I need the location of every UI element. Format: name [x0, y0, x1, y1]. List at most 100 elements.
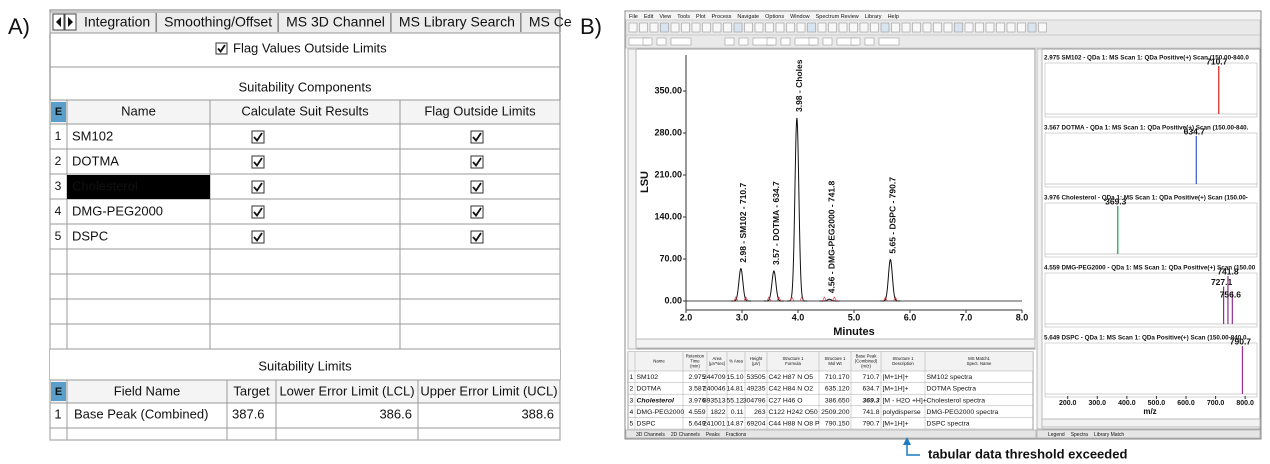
toolbar-button[interactable] — [1027, 22, 1037, 33]
menu-item[interactable]: Navigate — [737, 14, 759, 20]
menu-bar — [626, 12, 1260, 20]
tab[interactable]: Integration — [84, 14, 150, 30]
toolbar — [625, 34, 1261, 49]
toolbar-button[interactable] — [891, 22, 900, 33]
toolbar-button[interactable] — [775, 22, 785, 33]
bottom-tab[interactable]: Peaks — [706, 432, 720, 438]
section-title: Suitability Limits — [258, 358, 352, 373]
menu-item[interactable]: File — [629, 14, 638, 20]
menu-item[interactable]: Spectrum Review — [816, 14, 859, 20]
toolbar-button[interactable] — [712, 22, 722, 33]
toolbar-button[interactable] — [786, 22, 795, 33]
toolbar-button[interactable] — [639, 22, 648, 33]
scrollbar[interactable] — [1041, 418, 1261, 428]
menu-item[interactable]: View — [659, 14, 671, 20]
tab[interactable]: MS Ce — [529, 14, 572, 30]
scrollbar[interactable] — [627, 48, 637, 350]
toolbar-button[interactable] — [943, 22, 953, 33]
toolbar-field[interactable] — [724, 37, 735, 46]
checkbox[interactable] — [251, 230, 265, 244]
toolbar-button[interactable] — [1017, 22, 1026, 33]
tab[interactable]: MS Library Search — [399, 14, 515, 30]
menu-item[interactable]: Plot — [696, 14, 706, 20]
column-header: Field Name — [114, 383, 180, 398]
toolbar-button[interactable] — [660, 22, 669, 33]
toolbar-button[interactable] — [954, 22, 963, 33]
checkbox[interactable] — [215, 42, 228, 55]
toolbar-field[interactable] — [864, 37, 875, 46]
toolbar-field[interactable] — [642, 37, 653, 46]
bottom-tab[interactable]: Fractions — [726, 432, 747, 438]
checkbox[interactable] — [470, 230, 484, 244]
spectra-tab[interactable]: Library Match — [1094, 432, 1125, 438]
toolbar-button[interactable] — [975, 22, 984, 33]
toolbar-button[interactable] — [870, 22, 879, 33]
toolbar-button[interactable] — [922, 22, 932, 33]
toolbar-field[interactable] — [808, 37, 819, 46]
toolbar-button[interactable] — [765, 22, 774, 33]
toolbar-button[interactable] — [985, 22, 995, 33]
toolbar-button[interactable] — [628, 22, 638, 33]
checkbox[interactable] — [251, 180, 265, 194]
tab[interactable]: MS 3D Channel — [286, 14, 385, 30]
toolbar-field[interactable] — [766, 37, 777, 46]
checkbox[interactable] — [470, 155, 484, 169]
toolbar-button[interactable] — [723, 22, 732, 33]
menu-item[interactable]: Edit — [644, 14, 654, 20]
spectra-tab[interactable]: Legend — [1048, 432, 1065, 438]
toolbar-button[interactable] — [901, 22, 911, 33]
spectra-tab[interactable]: Spectra — [1071, 432, 1088, 438]
toolbar-button[interactable] — [828, 22, 837, 33]
toolbar-button[interactable] — [880, 22, 890, 33]
toolbar-field[interactable] — [822, 37, 833, 46]
toolbar-button[interactable] — [733, 22, 743, 33]
toolbar-button[interactable] — [754, 22, 764, 33]
bottom-tab[interactable]: 3D Channels — [636, 432, 665, 438]
checkbox[interactable] — [470, 130, 484, 144]
toolbar-button[interactable] — [702, 22, 711, 33]
toolbar-button[interactable] — [807, 22, 816, 33]
toolbar-button[interactable] — [1006, 22, 1016, 33]
toolbar-button[interactable] — [744, 22, 753, 33]
toolbar-button[interactable] — [796, 22, 806, 33]
scrollbar[interactable] — [635, 338, 1036, 349]
menu-item[interactable]: Options — [765, 14, 784, 20]
menu-item[interactable]: Window — [790, 14, 810, 20]
checkbox[interactable] — [251, 155, 265, 169]
menu-item[interactable]: Process — [712, 14, 732, 20]
toolbar-field[interactable] — [878, 37, 900, 46]
table-cell: 1822 — [710, 409, 725, 416]
menu-item[interactable]: Help — [888, 14, 899, 20]
icon: E — [55, 106, 62, 118]
toolbar-button[interactable] — [838, 22, 848, 33]
toolbar-button[interactable] — [817, 22, 827, 33]
scrollbar[interactable] — [1036, 48, 1043, 430]
toolbar-field[interactable] — [780, 37, 791, 46]
toolbar-field[interactable] — [738, 37, 749, 46]
menu-item[interactable]: Tools — [677, 14, 690, 20]
toolbar-field[interactable] — [670, 37, 692, 46]
toolbar-button[interactable] — [681, 22, 690, 33]
toolbar-button[interactable] — [691, 22, 701, 33]
checkbox[interactable] — [470, 205, 484, 219]
toolbar-field[interactable] — [850, 37, 861, 46]
menu-item[interactable]: Library — [865, 14, 882, 20]
chromatogram-plot: 2.98 - SM102 - 710.7 3.57 - DOTMA - 634.7… — [686, 59, 1022, 302]
bottom-tab[interactable]: 2D Channels — [671, 432, 700, 438]
toolbar-button[interactable] — [912, 22, 921, 33]
tab[interactable]: Smoothing/Offset — [164, 14, 272, 30]
checkbox[interactable] — [251, 130, 265, 144]
toolbar-button[interactable] — [670, 22, 680, 33]
toolbar-button[interactable] — [933, 22, 942, 33]
checkbox[interactable] — [470, 180, 484, 194]
checkbox[interactable] — [251, 205, 265, 219]
toolbar-button[interactable] — [649, 22, 659, 33]
toolbar-button[interactable] — [849, 22, 858, 33]
annotation-line — [906, 445, 920, 456]
table-cell: 263 — [754, 409, 766, 416]
toolbar-field[interactable] — [656, 37, 667, 46]
toolbar-button[interactable] — [1038, 22, 1047, 33]
toolbar-button[interactable] — [964, 22, 974, 33]
toolbar-button[interactable] — [996, 22, 1005, 33]
toolbar-button[interactable] — [859, 22, 869, 33]
